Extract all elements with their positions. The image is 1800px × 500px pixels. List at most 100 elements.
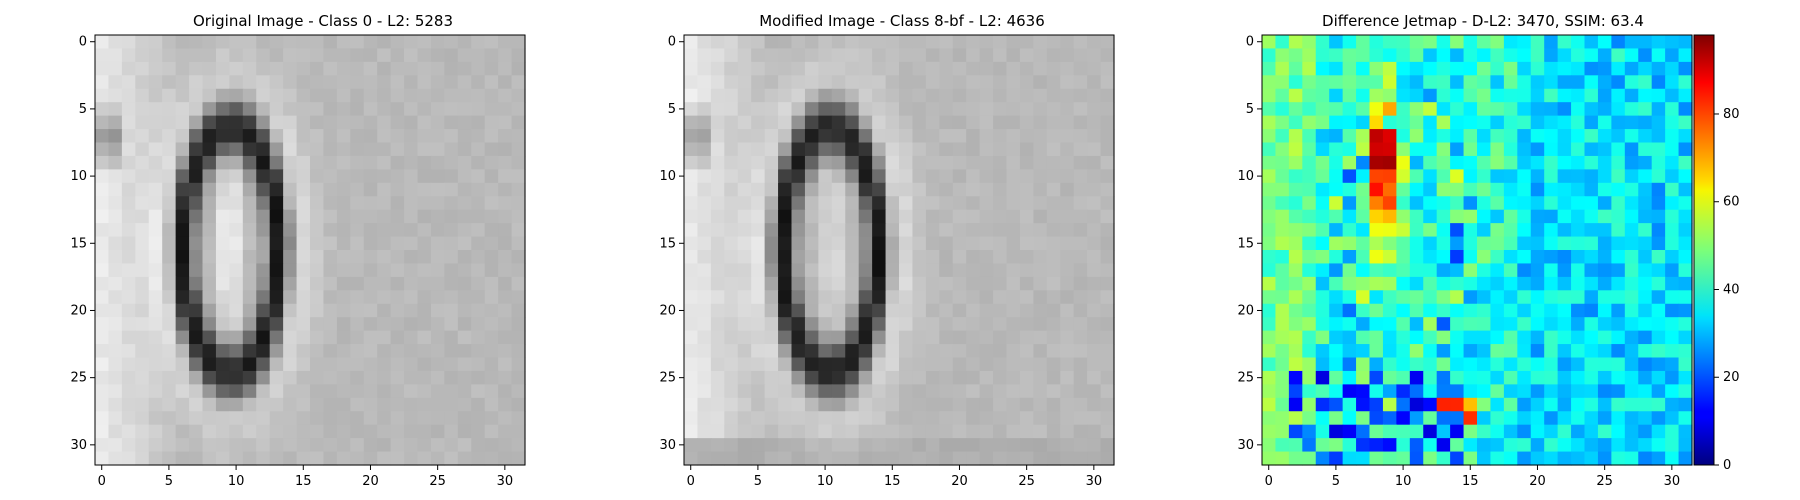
heatmap-cell <box>1262 155 1277 170</box>
heatmap-cell <box>952 169 967 184</box>
heatmap-cell <box>684 344 699 359</box>
colorbar-tick-label: 20 <box>1723 370 1740 385</box>
heatmap-cell <box>377 276 392 291</box>
heatmap-cell <box>1288 384 1303 399</box>
heatmap-cell <box>1490 88 1505 103</box>
heatmap-cell <box>925 236 940 251</box>
heatmap-cell <box>1597 330 1612 345</box>
heatmap-cell <box>350 223 365 238</box>
heatmap-cell <box>1571 75 1586 90</box>
heatmap-cell <box>296 330 311 345</box>
heatmap-cell <box>751 209 766 224</box>
heatmap-cell <box>296 438 311 453</box>
heatmap-cell <box>710 129 725 144</box>
heatmap-cell <box>215 451 230 466</box>
y-tick-label: 15 <box>1237 236 1254 251</box>
heatmap-cell <box>283 317 298 332</box>
heatmap-cell <box>1315 276 1330 291</box>
heatmap-cell <box>845 317 860 332</box>
heatmap-cell <box>363 263 378 278</box>
heatmap-cell <box>1544 61 1559 76</box>
heatmap-cell <box>484 451 499 466</box>
heatmap-cell <box>912 411 927 426</box>
heatmap-cell <box>498 317 513 332</box>
heatmap-cell <box>1356 276 1371 291</box>
heatmap-cell <box>1369 357 1384 372</box>
heatmap-cell <box>323 88 338 103</box>
heatmap-cell <box>925 357 940 372</box>
heatmap-cell <box>952 250 967 265</box>
heatmap-cell <box>1678 223 1693 238</box>
heatmap-cell <box>296 61 311 76</box>
heatmap-cell <box>1369 451 1384 466</box>
heatmap-cell <box>724 102 739 117</box>
heatmap-cell <box>135 115 150 130</box>
heatmap-cell <box>95 344 110 359</box>
heatmap-cell <box>804 330 819 345</box>
heatmap-cell <box>979 48 994 63</box>
heatmap-cell <box>202 61 217 76</box>
heatmap-cell <box>511 424 526 439</box>
heatmap-cell <box>121 182 136 197</box>
heatmap-cell <box>1342 424 1357 439</box>
heatmap-cell <box>952 303 967 318</box>
heatmap-cell <box>1033 155 1048 170</box>
heatmap-cell <box>162 88 177 103</box>
heatmap-cell <box>1571 115 1586 130</box>
heatmap-cell <box>1665 102 1680 117</box>
heatmap-cell <box>1329 88 1344 103</box>
heatmap-cell <box>697 370 712 385</box>
heatmap-cell <box>1046 250 1061 265</box>
heatmap-cell <box>471 344 486 359</box>
heatmap-cell <box>1463 424 1478 439</box>
heatmap-cell <box>1409 250 1424 265</box>
heatmap-cell <box>1678 48 1693 63</box>
heatmap-cell <box>1624 344 1639 359</box>
y-tick-label: 15 <box>70 236 87 251</box>
heatmap-cell <box>1329 370 1344 385</box>
heatmap-cell <box>1262 384 1277 399</box>
heatmap-cell <box>724 129 739 144</box>
heatmap-cell <box>1530 102 1545 117</box>
heatmap-cell <box>684 263 699 278</box>
heatmap-cell <box>1544 236 1559 251</box>
y-tick-label: 25 <box>1237 371 1254 386</box>
heatmap-cell <box>791 263 806 278</box>
heatmap-cell <box>1396 384 1411 399</box>
heatmap-cell <box>1638 61 1653 76</box>
heatmap-cell <box>336 411 351 426</box>
heatmap-cell <box>764 451 779 466</box>
heatmap-cell <box>724 48 739 63</box>
heatmap-cell <box>1302 169 1317 184</box>
heatmap-cell <box>966 75 981 90</box>
heatmap-cell <box>484 276 499 291</box>
heatmap-cell <box>966 182 981 197</box>
heatmap-cell <box>764 357 779 372</box>
heatmap-cell <box>1275 129 1290 144</box>
heatmap-cell <box>256 88 271 103</box>
heatmap-cell <box>1100 223 1115 238</box>
heatmap-cell <box>444 88 459 103</box>
heatmap-cell <box>1329 155 1344 170</box>
heatmap-cell <box>1557 276 1572 291</box>
heatmap-cell <box>215 397 230 412</box>
heatmap-cell <box>1100 357 1115 372</box>
heatmap-cell <box>1073 438 1088 453</box>
heatmap-cell <box>148 424 163 439</box>
heatmap-cell <box>135 88 150 103</box>
heatmap-cell <box>684 397 699 412</box>
heatmap-cell <box>885 411 900 426</box>
heatmap-cell <box>135 223 150 238</box>
heatmap-cell <box>242 330 257 345</box>
heatmap-cell <box>751 61 766 76</box>
heatmap-cell <box>1423 115 1438 130</box>
heatmap-cell <box>1571 357 1586 372</box>
heatmap-cell <box>121 223 136 238</box>
heatmap-cell <box>1342 182 1357 197</box>
heatmap-cell <box>1046 357 1061 372</box>
heatmap-cell <box>831 61 846 76</box>
heatmap-cell <box>323 48 338 63</box>
heatmap-cell <box>1315 182 1330 197</box>
heatmap-cell <box>899 397 914 412</box>
heatmap-cell <box>1396 303 1411 318</box>
